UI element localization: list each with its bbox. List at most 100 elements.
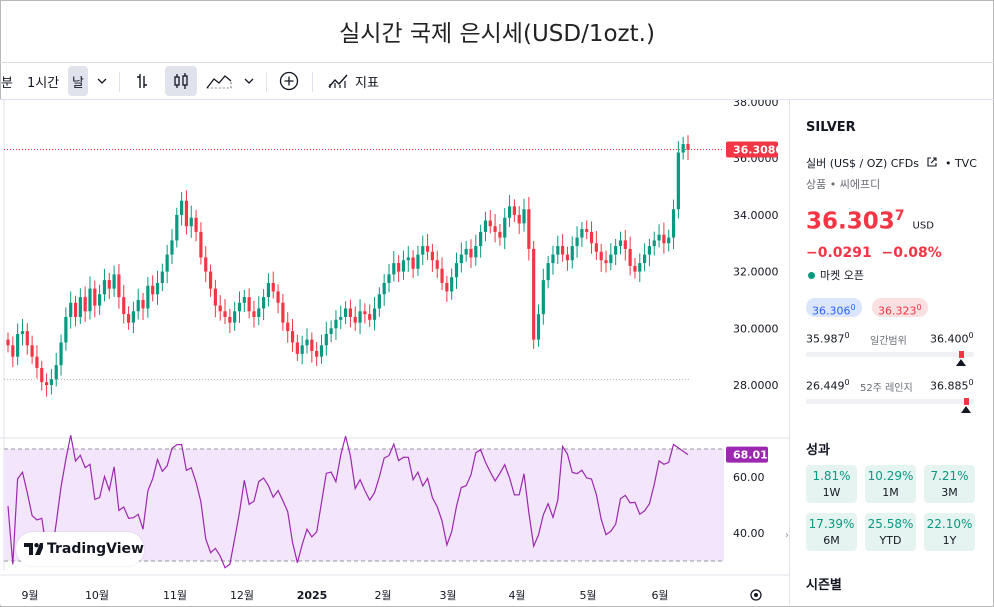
performance-cell-6m[interactable]: 17.39% 6M — [806, 513, 857, 551]
candle-body — [392, 263, 396, 275]
performance-title: 성과 — [806, 443, 830, 458]
last-price-badge — [726, 141, 778, 158]
performance-cell-1w[interactable]: 1.81% 1W — [806, 465, 857, 503]
candle — [493, 214, 497, 243]
candle-body — [59, 342, 63, 366]
candle — [517, 206, 521, 234]
market-open-dot — [808, 272, 815, 279]
price-chart[interactable]: 38.000036.000034.000032.000030.000028.00… — [0, 100, 789, 605]
candle-body — [40, 367, 44, 383]
indicators-button[interactable]: 지표 — [327, 63, 379, 99]
candle-body — [368, 314, 372, 320]
candle — [382, 274, 386, 306]
candle — [503, 208, 507, 250]
interval-1h-button[interactable]: 1시간 — [27, 75, 60, 91]
candle-body — [165, 254, 169, 272]
candle-body — [445, 282, 449, 292]
candle-body — [160, 271, 164, 283]
candle — [570, 236, 574, 269]
candle-body — [667, 237, 671, 244]
candle — [512, 199, 516, 222]
candle-body — [276, 291, 280, 303]
candle — [488, 210, 492, 234]
area-type-button[interactable] — [206, 63, 232, 99]
candle — [368, 304, 372, 327]
candle-body — [604, 260, 608, 264]
candle-body — [194, 217, 198, 232]
performance-value: 25.58% — [867, 517, 914, 531]
performance-period: 1W — [822, 486, 841, 499]
performance-cell-1y[interactable]: 22.10% 1Y — [924, 513, 975, 551]
candle — [295, 334, 299, 361]
external-link-icon[interactable] — [926, 156, 938, 168]
candle-body — [609, 254, 613, 264]
candle — [623, 229, 627, 261]
sidebar-collapse-handle[interactable]: › — [785, 530, 789, 541]
candle — [397, 255, 401, 283]
candles-type-button[interactable] — [172, 63, 190, 99]
interval-minute-button[interactable]: 분 — [1, 75, 13, 91]
performance-value: 22.10% — [926, 517, 973, 531]
performance-cell-ytd[interactable]: 25.58% YTD — [865, 513, 916, 551]
candle — [93, 280, 97, 318]
bid-value: 36.306 — [812, 304, 851, 318]
bar-chart-icon — [137, 74, 147, 88]
interval-day-button[interactable]: 날 — [72, 75, 84, 91]
candle-body — [44, 382, 49, 385]
candle-body — [594, 243, 598, 252]
day-range-pointer-icon — [955, 359, 966, 366]
candle-body — [83, 297, 87, 312]
bars-type-button[interactable] — [135, 63, 153, 99]
candle-body — [517, 214, 521, 224]
price-tick-label: 34.0000 — [733, 209, 779, 222]
candle — [25, 323, 29, 355]
candle — [676, 141, 680, 219]
candle — [667, 229, 671, 252]
interval-dropdown-button[interactable] — [96, 63, 108, 99]
candle-body — [657, 234, 661, 241]
ask-badge: 36.3230 — [872, 298, 928, 318]
candle — [199, 222, 203, 265]
performance-cell-3m[interactable]: 7.21% 3M — [924, 465, 975, 503]
candle — [83, 286, 87, 322]
candle-body — [180, 200, 184, 215]
last-price-sup: 7 — [894, 208, 905, 224]
plus-circle-icon — [279, 71, 299, 91]
performance-value: 17.39% — [808, 517, 855, 531]
candle — [536, 304, 541, 347]
candle-body — [20, 331, 25, 334]
candle — [286, 312, 290, 343]
tradingview-logo[interactable]: TradingView — [16, 532, 144, 566]
candle — [580, 221, 584, 247]
candle — [126, 306, 131, 330]
candle-body — [536, 314, 541, 340]
candle-body — [6, 339, 10, 346]
candle-body — [213, 288, 217, 306]
candle-body — [551, 254, 555, 264]
time-tick-label: 9월 — [21, 589, 38, 602]
candle-body — [324, 333, 328, 346]
week52-high: 36.8850 — [930, 378, 974, 393]
candle-body — [580, 229, 584, 238]
candle-body — [372, 308, 377, 320]
candle-body — [88, 288, 92, 312]
candle-body — [237, 302, 242, 312]
time-tick-label: 2025 — [297, 589, 328, 602]
candle-body — [512, 206, 516, 215]
time-tick-label: 3월 — [439, 589, 456, 602]
compare-add-button[interactable] — [279, 63, 299, 99]
settings-gear-icon[interactable] — [750, 589, 762, 601]
candle-body — [589, 231, 594, 244]
candle — [377, 287, 381, 317]
candle — [334, 310, 338, 340]
candle — [189, 205, 193, 238]
ask-sup: 0 — [916, 303, 922, 312]
day-high-sup: 0 — [968, 331, 974, 340]
performance-cell-1m[interactable]: 10.29% 1M — [865, 465, 916, 503]
chart-type-dropdown-button[interactable] — [243, 63, 255, 99]
candle-body — [676, 152, 680, 210]
bid-sup: 0 — [850, 303, 856, 312]
symbol-name[interactable]: SILVER — [806, 120, 856, 135]
performance-period: YTD — [879, 534, 902, 547]
candle-body — [628, 248, 632, 266]
